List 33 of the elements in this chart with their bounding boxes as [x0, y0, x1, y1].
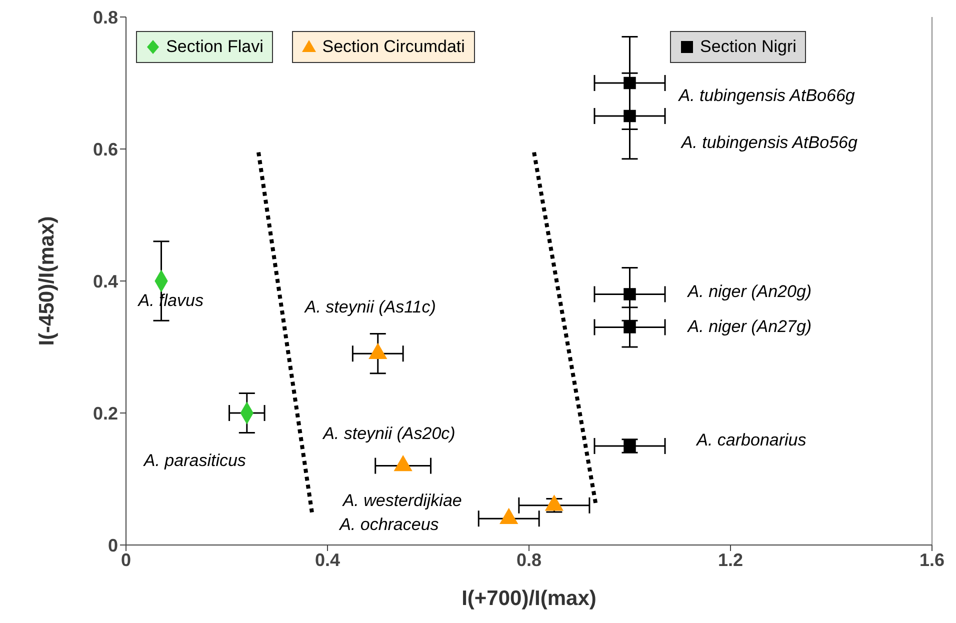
point	[394, 455, 412, 472]
annotation: A. parasiticus	[142, 451, 246, 470]
annotation: A. tubingensis AtBo66g	[678, 86, 856, 105]
y-tick-label: 0.2	[92, 403, 118, 424]
y-tick-label: 0.8	[92, 7, 118, 28]
annotation: A. steynii (As20c)	[322, 424, 456, 443]
annotation: A. ochraceus	[338, 515, 440, 534]
annotation: A. tubingensis AtBo56g	[680, 132, 858, 152]
point	[544, 494, 564, 511]
x-tick-label: 1.2	[718, 550, 744, 570]
x-tick-label: 0.4	[314, 550, 340, 570]
x-tick-label: 0.8	[516, 550, 542, 570]
point	[624, 76, 636, 90]
legend-label: Section Nigri	[700, 37, 796, 57]
annotation: A. niger (An27g)	[686, 317, 812, 336]
point	[500, 508, 518, 524]
point	[624, 288, 636, 300]
annotation: A. niger (An20g)	[686, 282, 812, 301]
x-tick-label: 1.6	[919, 550, 945, 570]
point	[624, 110, 636, 122]
y-tick-label: 0.4	[92, 271, 118, 292]
point	[368, 342, 388, 359]
annotation: A. westerdijkiae	[342, 490, 462, 510]
legend-label: Section Flavi	[166, 37, 264, 57]
point	[624, 321, 636, 334]
legend-label: Section Circumdati	[322, 37, 465, 57]
y-axis-title: I(-450)/I(max)	[35, 216, 58, 346]
y-tick-label: 0	[108, 535, 118, 556]
x-axis-title: I(+700)/I(max)	[462, 587, 596, 610]
annotation: A. carbonarius	[696, 430, 807, 450]
x-tick-label: 0	[120, 550, 132, 570]
y-tick-label: 0.6	[92, 139, 118, 160]
annotation: A. steynii (As11c)	[304, 298, 436, 317]
